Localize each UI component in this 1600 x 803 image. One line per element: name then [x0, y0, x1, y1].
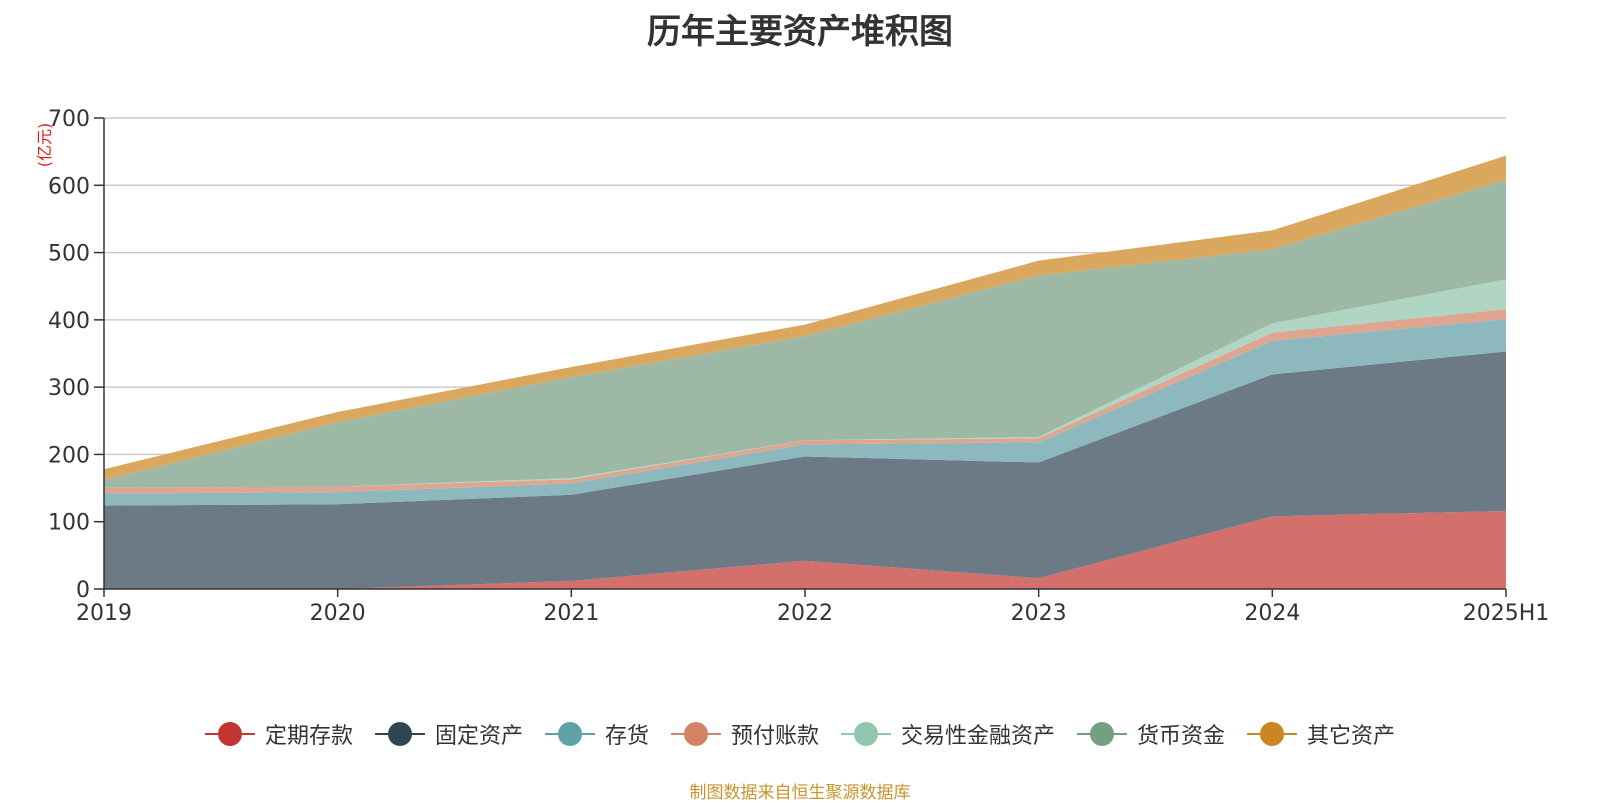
x-tick-label: 2023: [1011, 601, 1067, 626]
area-layer: [104, 155, 1506, 589]
legend-label: 货币资金: [1137, 724, 1226, 749]
legend-marker: [670, 721, 721, 747]
area-series-1: [104, 510, 1506, 589]
legend-item[interactable]: 固定资产: [374, 718, 523, 750]
legend-item[interactable]: 交易性金融资产: [841, 718, 1055, 750]
legend-item[interactable]: 其它资产: [1247, 718, 1395, 750]
legend-label: 交易性金融资产: [901, 724, 1056, 749]
legend: 定期存款 固定资产 存货 预付账款 交易性金融资产 货币资金 其它资产: [0, 718, 1600, 750]
x-tick-label: 2020: [310, 601, 366, 626]
y-tick-label: 100: [48, 511, 90, 536]
legend-item[interactable]: 定期存款: [204, 718, 353, 750]
x-tick-label: 2022: [777, 601, 833, 626]
legend-label: 预付账款: [730, 724, 819, 749]
legend-label: 固定资产: [434, 724, 523, 749]
y-tick-label: 600: [48, 174, 90, 199]
legend-marker: [374, 721, 425, 747]
x-tick-label: 2021: [543, 601, 599, 626]
y-tick-label: 200: [48, 443, 90, 468]
x-tick-label: 2024: [1244, 601, 1300, 626]
y-tick-label: 400: [48, 309, 90, 334]
y-tick-label: 0: [76, 578, 90, 603]
legend-marker: [1247, 721, 1298, 747]
legend-item[interactable]: 存货: [544, 718, 649, 750]
area-series-3: [104, 319, 1506, 506]
y-tick-label: 700: [48, 107, 90, 132]
legend-marker: [204, 721, 255, 747]
legend-item[interactable]: 货币资金: [1077, 718, 1225, 750]
legend-label: 其它资产: [1307, 724, 1396, 749]
x-tick-label: 2025H1: [1463, 601, 1550, 626]
source-note: 制图数据来自恒生聚源数据库: [689, 783, 911, 803]
y-tick-label: 500: [48, 242, 90, 267]
area-series-7: [104, 155, 1506, 480]
axis-layer: 0 100 200 300 400 500 600 700 2019 2020 2021 2022 20…: [48, 107, 1549, 626]
legend-marker: [1077, 721, 1128, 747]
chart-title: 历年主要资产堆积图: [647, 12, 953, 52]
area-series-4: [104, 309, 1506, 494]
legend-label: 存货: [604, 724, 649, 749]
legend-marker: [544, 721, 595, 747]
y-tick-label: 300: [48, 376, 90, 401]
legend-item[interactable]: 预付账款: [670, 718, 819, 750]
legend-label: 定期存款: [264, 724, 353, 749]
x-tick-label: 2019: [76, 601, 132, 626]
legend-marker: [841, 721, 891, 747]
area-series-2: [104, 351, 1506, 589]
area-series-6: [104, 179, 1506, 488]
